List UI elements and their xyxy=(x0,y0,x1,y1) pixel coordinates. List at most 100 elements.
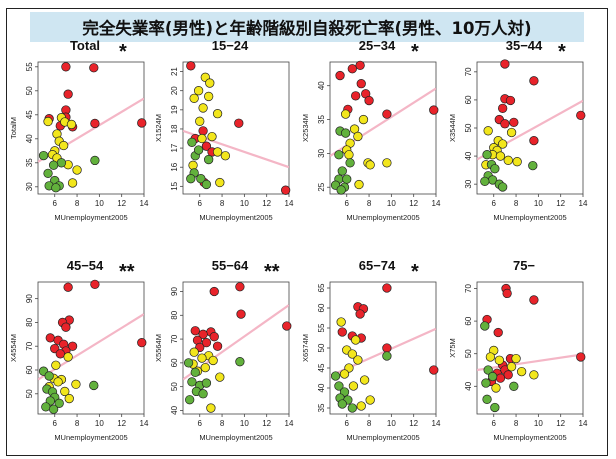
data-point xyxy=(215,372,225,382)
data-point xyxy=(509,117,519,128)
data-point xyxy=(340,128,351,138)
y-tick-label: 40 xyxy=(464,381,473,390)
x-tick-label: 10 xyxy=(534,419,543,428)
data-point xyxy=(209,332,219,342)
data-point xyxy=(529,370,539,380)
significance-label: * xyxy=(119,41,127,63)
data-point xyxy=(382,351,392,361)
data-point xyxy=(347,349,357,359)
x-tick-label: 14 xyxy=(140,199,149,208)
data-point xyxy=(351,335,361,345)
y-tick-label: 18 xyxy=(170,124,179,133)
data-point xyxy=(480,176,490,187)
data-point xyxy=(89,63,99,73)
data-point xyxy=(53,377,63,387)
significance-label: * xyxy=(411,261,419,283)
data-point xyxy=(64,393,74,404)
data-point xyxy=(347,403,357,413)
x-tick-label: 10 xyxy=(95,419,104,428)
panel-title: 45−54 xyxy=(67,258,104,273)
data-point xyxy=(204,154,214,165)
x-tick-label: 6 xyxy=(492,199,497,208)
data-point xyxy=(215,177,225,188)
title-banner: 完全失業率(男性)と年齢階級別自殺死亡率(男性、10万人対) xyxy=(30,12,584,42)
data-point xyxy=(43,116,53,127)
x-tick-label: 8 xyxy=(367,199,372,208)
y-tick-label: 20 xyxy=(170,86,179,95)
y-tick-label: 30 xyxy=(317,148,326,157)
data-point xyxy=(359,375,370,385)
data-point xyxy=(207,131,217,142)
scatter-panel: 55−64 ** 6 8 10 12 14 40 50 60 70 80 90 MUnemployment… xyxy=(154,258,294,442)
y-tick-label: 80 xyxy=(170,310,179,319)
y-tick-label: 45 xyxy=(25,110,34,119)
data-point xyxy=(336,317,346,327)
data-point xyxy=(365,160,375,170)
x-tick-label: 6 xyxy=(345,199,350,208)
data-point xyxy=(347,64,357,74)
data-point xyxy=(355,309,365,319)
data-point xyxy=(353,131,363,142)
data-point xyxy=(487,371,498,382)
data-point xyxy=(186,61,196,71)
y-tick-label: 60 xyxy=(464,316,473,325)
data-point xyxy=(196,174,206,184)
y-tick-label: 35 xyxy=(25,158,34,167)
significance-label: ** xyxy=(119,261,135,283)
y-tick-label: 40 xyxy=(317,383,326,392)
y-tick-label: 50 xyxy=(464,123,473,132)
x-tick-label: 14 xyxy=(140,419,149,428)
data-point xyxy=(498,182,508,192)
data-point xyxy=(198,103,208,113)
y-axis-label: TotalM xyxy=(9,117,18,139)
data-point xyxy=(337,166,347,176)
y-tick-label: 35 xyxy=(317,403,326,412)
x-tick-label: 10 xyxy=(534,199,543,208)
y-tick-label: 16 xyxy=(170,162,179,171)
y-tick-label: 40 xyxy=(170,405,179,414)
data-point xyxy=(190,326,200,336)
data-point xyxy=(41,402,51,412)
data-point xyxy=(490,164,500,174)
y-tick-label: 70 xyxy=(464,67,473,76)
plot-box xyxy=(476,281,584,415)
data-point xyxy=(60,386,70,397)
data-point xyxy=(511,353,521,364)
panel-title: 15−24 xyxy=(212,38,249,53)
y-axis-label: X2534M xyxy=(301,114,310,142)
y-tick-label: 70 xyxy=(464,284,473,293)
x-tick-label: 12 xyxy=(262,199,271,208)
data-point xyxy=(344,150,354,160)
trend-line xyxy=(477,353,583,372)
data-point xyxy=(48,160,59,170)
x-tick-label: 6 xyxy=(53,419,58,428)
y-tick-label: 90 xyxy=(25,294,34,303)
scatter-panel: 75− 6 8 10 12 14 40 50 60 70 MUnemployment2005 X75M xyxy=(448,258,588,442)
scatter-panel: 45−54 ** 6 8 10 12 14 50 60 70 80 90 MUnemployment20… xyxy=(9,258,149,442)
x-axis-label: MUnemployment2005 xyxy=(199,433,272,442)
y-tick-label: 50 xyxy=(317,343,326,352)
data-point xyxy=(212,147,223,157)
data-point xyxy=(429,105,439,115)
data-point xyxy=(502,288,512,299)
data-point xyxy=(235,357,245,367)
x-axis-label: MUnemployment2005 xyxy=(199,213,272,222)
x-axis-label: MUnemployment2005 xyxy=(54,213,127,222)
data-point xyxy=(54,398,64,408)
y-tick-label: 65 xyxy=(317,283,326,292)
data-point xyxy=(66,119,77,130)
data-point xyxy=(188,160,198,170)
panel-title: 55−64 xyxy=(212,258,249,273)
data-point xyxy=(342,174,352,184)
data-point xyxy=(51,360,61,370)
data-point xyxy=(382,158,392,168)
data-point xyxy=(493,327,503,338)
data-point xyxy=(491,383,501,393)
scatter-panel: Total * 6 8 10 12 14 30 35 40 45 50 55 MUnemployment2… xyxy=(9,38,149,222)
data-point xyxy=(495,373,506,383)
x-tick-label: 8 xyxy=(220,199,225,208)
data-point xyxy=(500,119,510,129)
x-tick-label: 6 xyxy=(53,199,58,208)
y-axis-label: X75M xyxy=(448,338,457,358)
data-point xyxy=(356,401,366,411)
